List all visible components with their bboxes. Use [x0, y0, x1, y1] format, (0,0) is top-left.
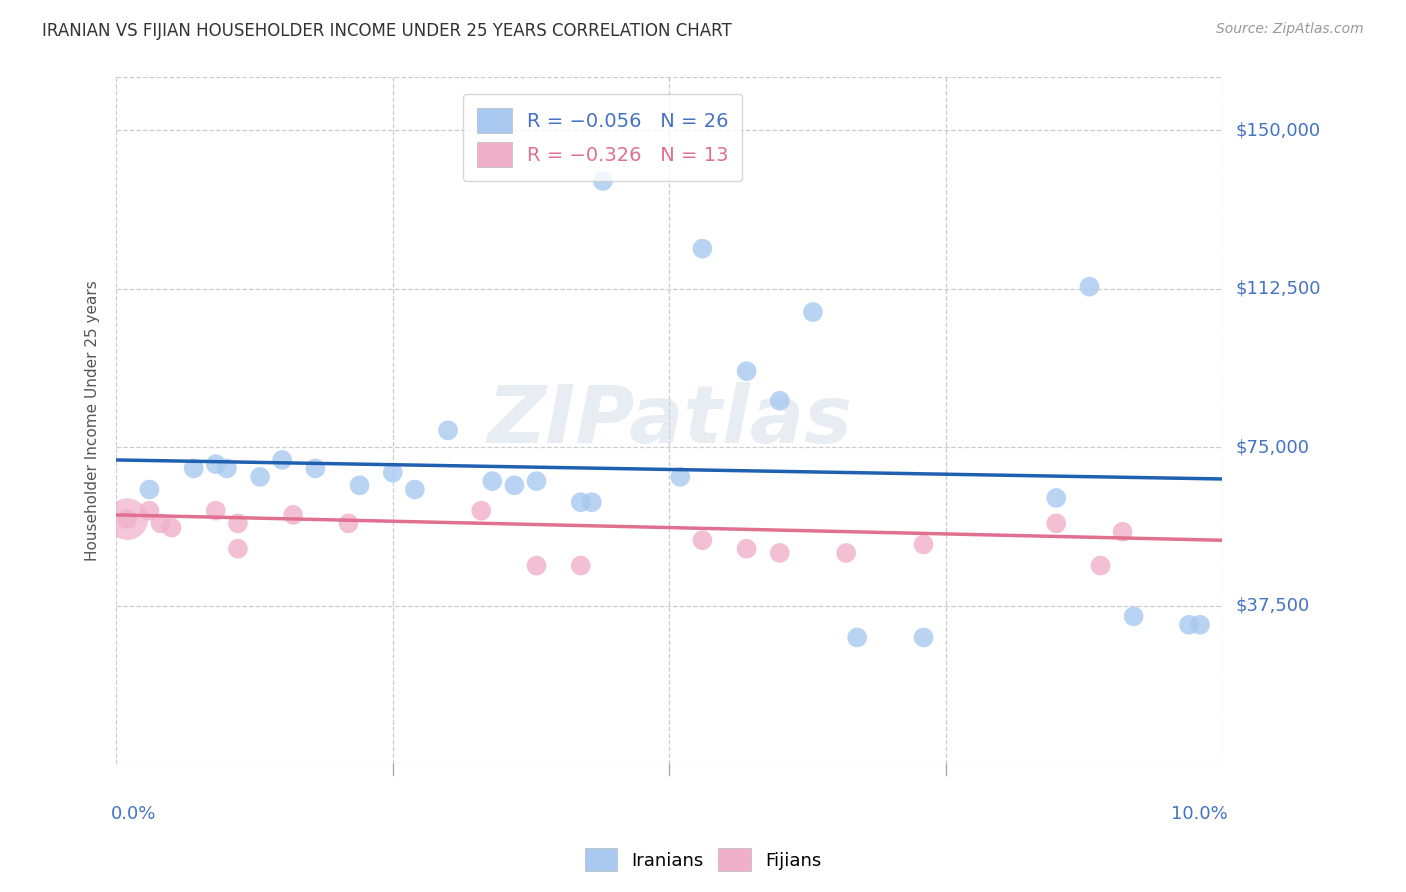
Point	[912, 537, 935, 551]
Text: Source: ZipAtlas.com: Source: ZipAtlas.com	[1216, 22, 1364, 37]
Point	[1111, 524, 1133, 539]
Point	[138, 504, 160, 518]
Point	[526, 558, 548, 573]
Point	[1122, 609, 1144, 624]
Point	[283, 508, 305, 522]
Point	[769, 393, 792, 408]
Point	[569, 495, 592, 509]
Legend: Iranians, Fijians: Iranians, Fijians	[578, 841, 828, 879]
Text: IRANIAN VS FIJIAN HOUSEHOLDER INCOME UNDER 25 YEARS CORRELATION CHART: IRANIAN VS FIJIAN HOUSEHOLDER INCOME UND…	[42, 22, 733, 40]
Point	[470, 504, 492, 518]
Point	[204, 504, 226, 518]
Text: 10.0%: 10.0%	[1171, 805, 1227, 823]
Legend: R = −0.056   N = 26, R = −0.326   N = 13: R = −0.056 N = 26, R = −0.326 N = 13	[463, 94, 742, 181]
Point	[801, 305, 824, 319]
Point	[160, 520, 183, 534]
Point	[1090, 558, 1112, 573]
Point	[669, 470, 692, 484]
Point	[249, 470, 271, 484]
Point	[226, 541, 249, 556]
Point	[569, 558, 592, 573]
Point	[912, 631, 935, 645]
Point	[503, 478, 526, 492]
Point	[404, 483, 426, 497]
Point	[271, 453, 294, 467]
Text: $150,000: $150,000	[1236, 121, 1320, 139]
Point	[592, 174, 614, 188]
Point	[526, 474, 548, 488]
Point	[149, 516, 172, 531]
Point	[138, 483, 160, 497]
Text: $75,000: $75,000	[1236, 438, 1309, 457]
Point	[117, 512, 139, 526]
Point	[1188, 617, 1211, 632]
Point	[835, 546, 858, 560]
Point	[183, 461, 205, 475]
Point	[117, 512, 139, 526]
Point	[692, 533, 714, 548]
Point	[226, 516, 249, 531]
Point	[846, 631, 869, 645]
Text: $37,500: $37,500	[1236, 597, 1309, 615]
Point	[437, 423, 460, 437]
Point	[481, 474, 503, 488]
Text: $112,500: $112,500	[1236, 280, 1320, 298]
Text: ZIPatlas: ZIPatlas	[486, 382, 852, 460]
Text: 0.0%: 0.0%	[111, 805, 156, 823]
Point	[1045, 491, 1067, 505]
Point	[381, 466, 404, 480]
Point	[337, 516, 360, 531]
Point	[215, 461, 238, 475]
Point	[1045, 516, 1067, 531]
Point	[349, 478, 371, 492]
Point	[1178, 617, 1201, 632]
Point	[304, 461, 326, 475]
Point	[735, 541, 758, 556]
Point	[581, 495, 603, 509]
Point	[204, 457, 226, 471]
Point	[1078, 279, 1101, 293]
Point	[692, 242, 714, 256]
Y-axis label: Householder Income Under 25 years: Householder Income Under 25 years	[86, 280, 100, 561]
Point	[769, 546, 792, 560]
Point	[735, 364, 758, 378]
